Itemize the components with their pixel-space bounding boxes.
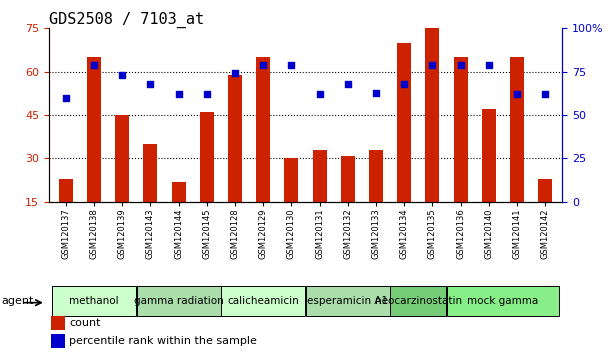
Bar: [510, 57, 524, 202]
Bar: [306, 286, 390, 316]
Bar: [453, 57, 467, 202]
Bar: [228, 75, 242, 202]
Bar: [538, 179, 552, 202]
Bar: [425, 28, 439, 202]
Text: mock gamma: mock gamma: [467, 296, 538, 306]
Point: [400, 81, 409, 87]
Point: [258, 62, 268, 68]
Bar: [390, 286, 446, 316]
Point: [61, 95, 71, 101]
Text: calicheamicin: calicheamicin: [227, 296, 299, 306]
Bar: [481, 109, 496, 202]
Point: [484, 62, 494, 68]
Bar: [369, 150, 383, 202]
Text: percentile rank within the sample: percentile rank within the sample: [70, 336, 257, 346]
Bar: [447, 286, 559, 316]
Bar: [115, 115, 130, 202]
Bar: [144, 144, 158, 202]
Point: [428, 62, 437, 68]
Bar: [256, 57, 270, 202]
Bar: [51, 316, 65, 330]
Bar: [51, 334, 65, 348]
Text: methanol: methanol: [69, 296, 119, 306]
Point: [287, 62, 296, 68]
Point: [512, 91, 522, 97]
Point: [145, 81, 155, 87]
Text: esperamicin A1: esperamicin A1: [307, 296, 389, 306]
Bar: [172, 182, 186, 202]
Bar: [200, 112, 214, 202]
Bar: [313, 150, 327, 202]
Text: count: count: [70, 318, 101, 328]
Point: [89, 62, 99, 68]
Point: [202, 91, 211, 97]
Point: [315, 91, 324, 97]
Point: [456, 62, 466, 68]
Bar: [87, 57, 101, 202]
Bar: [221, 286, 306, 316]
Bar: [52, 286, 136, 316]
Point: [371, 90, 381, 95]
Bar: [397, 43, 411, 202]
Point: [174, 91, 183, 97]
Bar: [284, 158, 298, 202]
Text: gamma radiation: gamma radiation: [134, 296, 224, 306]
Text: agent: agent: [2, 296, 34, 306]
Text: GDS2508 / 7103_at: GDS2508 / 7103_at: [49, 12, 204, 28]
Bar: [59, 179, 73, 202]
Point: [540, 91, 550, 97]
Point: [343, 81, 353, 87]
Text: neocarzinostatin: neocarzinostatin: [375, 296, 462, 306]
Point: [117, 72, 127, 78]
Bar: [137, 286, 221, 316]
Point: [230, 70, 240, 76]
Bar: [341, 155, 355, 202]
